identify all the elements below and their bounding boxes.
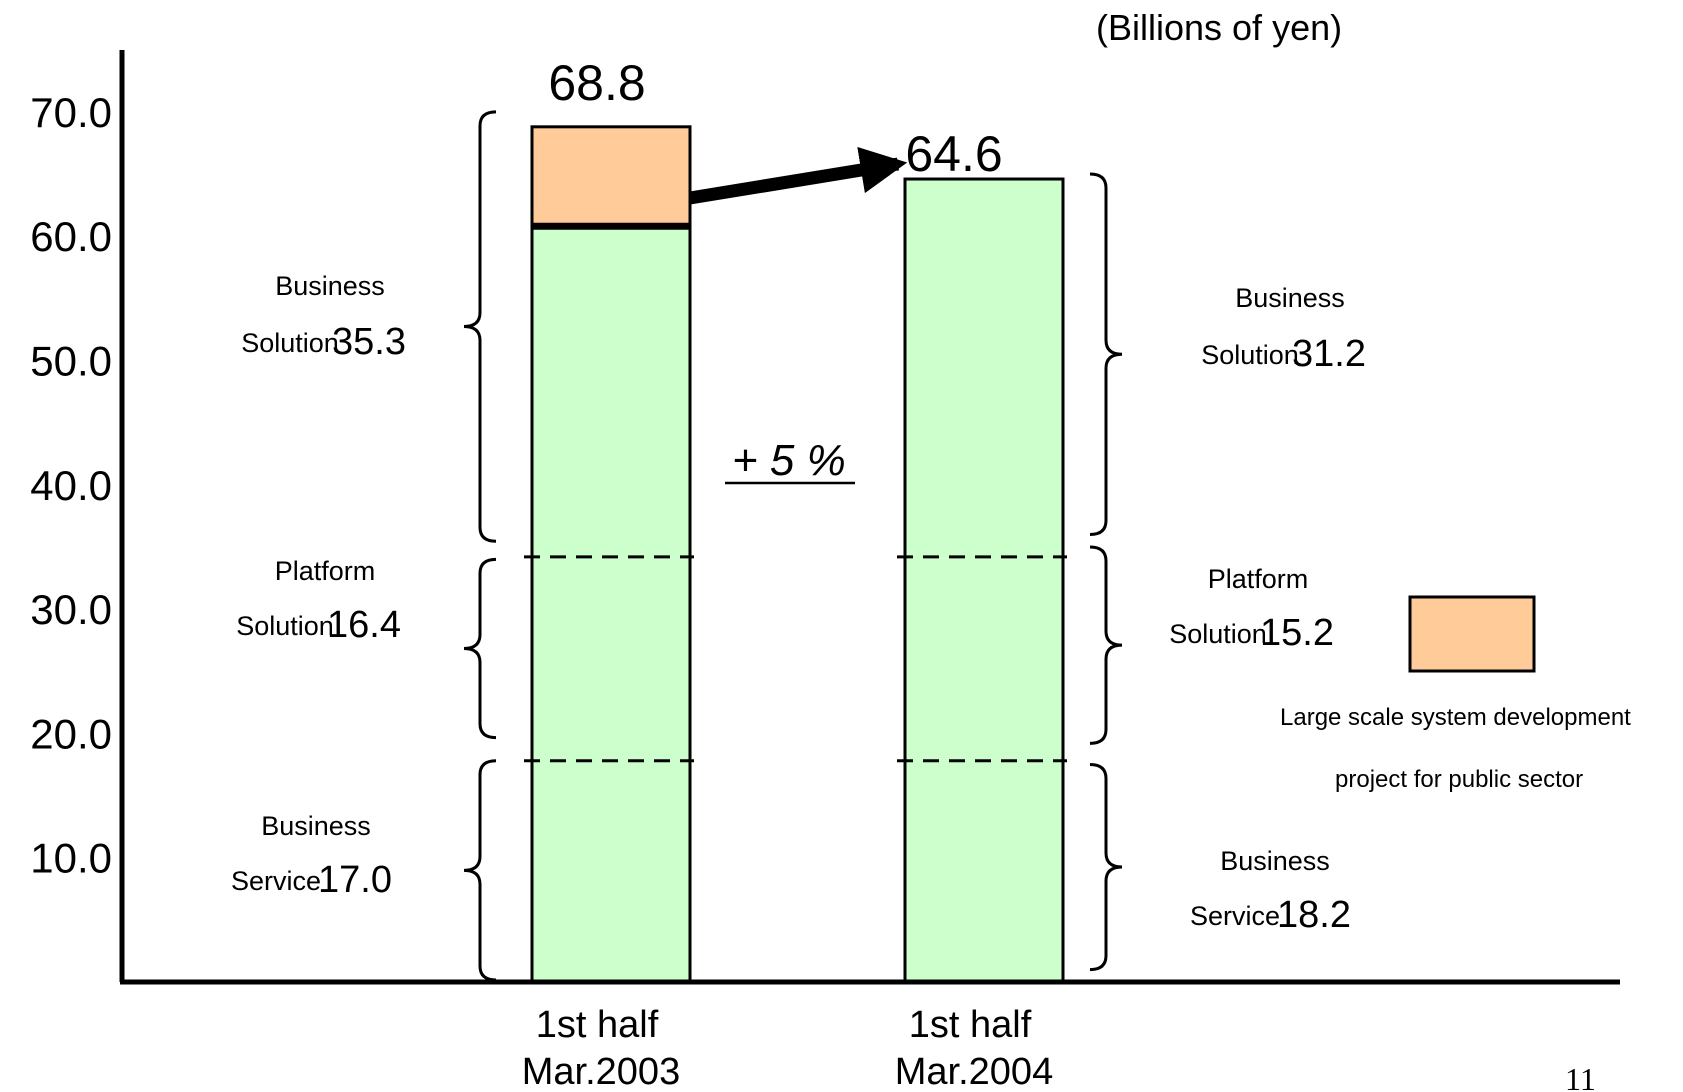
bar-segment-public-sector bbox=[530, 125, 692, 228]
segment-value-label: 31.2 bbox=[1292, 333, 1366, 375]
segment-name-line1: Business bbox=[261, 811, 371, 841]
segment-name-line1: Business bbox=[1235, 283, 1345, 313]
segment-name-line1: Business bbox=[275, 271, 385, 301]
unit-label: (Billions of yen) bbox=[1096, 7, 1342, 48]
segment-name-line2: Solution bbox=[1169, 619, 1267, 649]
segment-name-line2: Service bbox=[231, 866, 321, 896]
segment-name-line2: Solution bbox=[236, 611, 334, 641]
segment-name-line2: Service bbox=[1190, 901, 1280, 931]
y-axis-ticks: 10.0 20.0 30.0 40.0 50.0 60.0 70.0 bbox=[30, 89, 112, 882]
growth-label: + 5 % bbox=[732, 436, 846, 485]
segment-name-line1: Platform bbox=[1208, 564, 1309, 594]
segment-brace bbox=[1089, 545, 1123, 745]
bars: 68.8 1st half Mar.2003 64.6 1st half Mar.2004 bbox=[522, 55, 1067, 1092]
segment-braces bbox=[463, 110, 1123, 982]
segment-brace bbox=[1089, 762, 1123, 972]
segment-name-line1: Platform bbox=[275, 556, 376, 586]
bar-segment bbox=[903, 177, 1065, 984]
y-tick-label: 40.0 bbox=[30, 462, 112, 509]
legend-label-line2: project for public sector bbox=[1335, 766, 1583, 793]
y-tick-label: 20.0 bbox=[30, 710, 112, 757]
segment-brace bbox=[463, 557, 497, 740]
segment-value-label: 35.3 bbox=[332, 321, 406, 363]
x-category-label-line1: 1st half bbox=[909, 1004, 1032, 1046]
x-category-label-line2: Mar.2003 bbox=[522, 1051, 680, 1092]
page-number: 11 bbox=[1565, 1061, 1596, 1092]
segment-name-line1: Business bbox=[1220, 846, 1330, 876]
y-tick-label: 70.0 bbox=[30, 89, 112, 136]
segment-value-label: 15.2 bbox=[1260, 612, 1334, 654]
legend-label-line1: Large scale system development bbox=[1280, 704, 1631, 731]
x-category-label-line2: Mar.2004 bbox=[895, 1051, 1053, 1092]
bar-total-label: 68.8 bbox=[548, 55, 645, 111]
segment-value-label: 17.0 bbox=[318, 859, 392, 901]
bar-segment bbox=[530, 224, 692, 984]
y-tick-label: 30.0 bbox=[30, 586, 112, 633]
segment-brace bbox=[1089, 172, 1123, 537]
segment-value-label: 18.2 bbox=[1277, 894, 1351, 936]
y-tick-label: 50.0 bbox=[30, 338, 112, 385]
segment-name-line2: Solution bbox=[1201, 340, 1299, 370]
y-tick-label: 60.0 bbox=[30, 213, 112, 260]
segment-name-line2: Solution bbox=[241, 328, 339, 358]
y-tick-label: 10.0 bbox=[30, 835, 112, 882]
legend-swatch bbox=[1408, 595, 1536, 673]
segment-brace bbox=[463, 759, 497, 982]
x-category-label-line1: 1st half bbox=[536, 1004, 659, 1046]
bar-total-label: 64.6 bbox=[905, 126, 1002, 182]
segment-brace bbox=[463, 110, 497, 543]
segment-value-label: 16.4 bbox=[327, 604, 401, 646]
growth-arrow bbox=[688, 146, 908, 205]
